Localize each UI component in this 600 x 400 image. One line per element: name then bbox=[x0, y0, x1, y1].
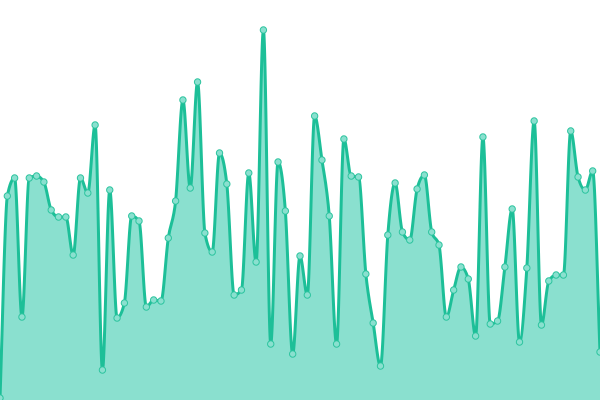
data-point-40 bbox=[288, 350, 297, 358]
data-point-19 bbox=[135, 217, 143, 225]
data-point-64 bbox=[464, 275, 472, 283]
data-point-73 bbox=[530, 117, 538, 125]
data-point-49 bbox=[354, 173, 363, 181]
data-point-26 bbox=[186, 184, 194, 192]
data-point-60 bbox=[435, 241, 443, 249]
data-point-65 bbox=[471, 332, 480, 340]
data-point-5 bbox=[32, 172, 41, 180]
data-point-44 bbox=[318, 156, 326, 164]
data-point-36 bbox=[259, 26, 268, 34]
data-point-6 bbox=[40, 178, 48, 186]
data-point-66 bbox=[479, 133, 487, 141]
data-point-43 bbox=[310, 112, 319, 120]
data-points bbox=[0, 26, 600, 400]
data-point-59 bbox=[428, 228, 436, 236]
data-point-12 bbox=[84, 189, 92, 197]
data-point-51 bbox=[369, 319, 377, 327]
data-point-14 bbox=[98, 366, 107, 374]
data-point-29 bbox=[208, 248, 216, 256]
data-point-17 bbox=[120, 299, 129, 307]
data-point-81 bbox=[588, 167, 597, 175]
data-point-38 bbox=[274, 158, 282, 166]
data-point-7 bbox=[47, 206, 55, 214]
data-point-50 bbox=[362, 270, 370, 278]
data-point-15 bbox=[106, 186, 114, 194]
data-point-13 bbox=[91, 121, 99, 129]
data-point-61 bbox=[442, 313, 451, 321]
data-point-53 bbox=[384, 231, 392, 239]
data-point-11 bbox=[76, 174, 85, 182]
data-point-1 bbox=[3, 192, 12, 200]
data-point-46 bbox=[332, 340, 341, 348]
data-point-2 bbox=[10, 174, 19, 182]
data-point-79 bbox=[574, 173, 582, 181]
data-point-18 bbox=[128, 212, 136, 220]
series-line bbox=[0, 28, 600, 399]
data-point-27 bbox=[193, 78, 202, 86]
data-point-30 bbox=[215, 149, 224, 157]
data-point-68 bbox=[493, 317, 502, 325]
data-point-55 bbox=[398, 228, 407, 236]
data-point-47 bbox=[340, 135, 348, 143]
data-point-57 bbox=[413, 185, 421, 193]
data-point-16 bbox=[113, 314, 121, 322]
data-point-54 bbox=[391, 179, 399, 187]
data-point-32 bbox=[230, 291, 238, 299]
data-point-45 bbox=[325, 212, 333, 220]
data-point-31 bbox=[223, 180, 231, 188]
data-point-75 bbox=[545, 277, 553, 285]
data-point-28 bbox=[201, 229, 209, 237]
data-point-37 bbox=[267, 340, 275, 348]
data-point-63 bbox=[457, 263, 465, 271]
data-point-80 bbox=[581, 186, 590, 194]
data-point-33 bbox=[237, 286, 246, 294]
data-point-72 bbox=[523, 264, 531, 272]
data-point-21 bbox=[149, 296, 158, 304]
data-point-39 bbox=[281, 207, 290, 215]
data-point-67 bbox=[486, 320, 494, 328]
data-point-78 bbox=[567, 127, 575, 135]
data-point-62 bbox=[449, 286, 458, 294]
data-point-0 bbox=[0, 394, 4, 400]
data-point-48 bbox=[347, 172, 355, 180]
data-point-70 bbox=[508, 205, 516, 213]
data-point-76 bbox=[552, 271, 560, 279]
data-point-58 bbox=[420, 171, 429, 179]
data-point-74 bbox=[537, 321, 546, 329]
data-point-69 bbox=[501, 263, 509, 271]
data-point-20 bbox=[142, 303, 151, 311]
data-point-35 bbox=[252, 258, 260, 266]
data-point-41 bbox=[296, 252, 304, 260]
data-point-10 bbox=[69, 251, 77, 259]
data-point-34 bbox=[245, 169, 253, 177]
data-point-8 bbox=[54, 213, 63, 221]
data-point-9 bbox=[62, 213, 70, 221]
data-point-4 bbox=[25, 174, 33, 182]
data-point-71 bbox=[515, 338, 524, 346]
data-point-22 bbox=[157, 297, 165, 305]
data-point-23 bbox=[164, 234, 172, 242]
data-point-52 bbox=[376, 362, 385, 370]
data-point-56 bbox=[406, 236, 414, 244]
data-point-42 bbox=[303, 291, 312, 299]
data-point-24 bbox=[171, 197, 180, 205]
data-point-3 bbox=[18, 313, 26, 321]
data-point-77 bbox=[559, 271, 568, 279]
data-point-25 bbox=[179, 96, 187, 104]
